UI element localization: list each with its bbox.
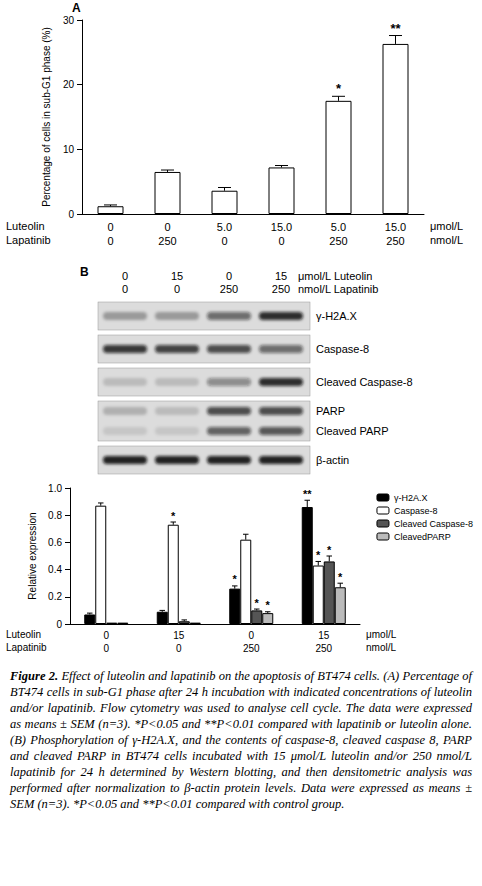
svg-text:Lapatinib: Lapatinib <box>6 642 47 653</box>
svg-text:Caspase-8: Caspase-8 <box>394 506 438 516</box>
svg-text:Luteolin: Luteolin <box>6 220 45 232</box>
svg-text:*: * <box>233 573 238 585</box>
svg-text:μmol/L Luteolin: μmol/L Luteolin <box>298 270 372 282</box>
svg-text:**: ** <box>390 21 401 36</box>
svg-text:β-actin: β-actin <box>316 454 349 466</box>
svg-text:0: 0 <box>174 283 180 295</box>
svg-text:1.0: 1.0 <box>48 483 62 494</box>
svg-text:Lapatinib: Lapatinib <box>6 234 51 246</box>
svg-text:5.0: 5.0 <box>217 221 232 233</box>
svg-text:15: 15 <box>318 630 330 641</box>
svg-text:0: 0 <box>107 221 113 233</box>
svg-text:0: 0 <box>221 235 227 247</box>
svg-text:0.6: 0.6 <box>48 537 62 548</box>
svg-text:nmol/L: nmol/L <box>430 234 463 246</box>
svg-text:μmol/L: μmol/L <box>366 629 397 640</box>
svg-text:20: 20 <box>63 79 75 90</box>
svg-text:0.8: 0.8 <box>48 510 62 521</box>
svg-text:30: 30 <box>63 15 75 26</box>
svg-text:Percentage of cells in sub-G1: Percentage of cells in sub-G1 phase (%) <box>41 27 52 207</box>
svg-text:0: 0 <box>56 619 62 630</box>
svg-text:250: 250 <box>158 235 176 247</box>
svg-text:15: 15 <box>173 630 185 641</box>
svg-text:250: 250 <box>272 283 290 295</box>
svg-text:15: 15 <box>275 270 287 282</box>
svg-text:0.4: 0.4 <box>48 564 62 575</box>
svg-text:Caspase-8: Caspase-8 <box>316 343 369 355</box>
svg-text:A: A <box>72 1 81 15</box>
svg-text:0: 0 <box>103 643 109 654</box>
svg-text:0: 0 <box>226 270 232 282</box>
svg-text:*: * <box>171 510 176 522</box>
svg-text:250: 250 <box>243 643 260 654</box>
svg-text:*: * <box>255 597 260 609</box>
svg-text:0: 0 <box>248 630 254 641</box>
html-text:Figure 2. Effect of luteolin a: Figure 2. Effect of luteolin and lapatin… <box>10 669 472 811</box>
svg-text:0: 0 <box>164 221 170 233</box>
svg-text:nmol/L: nmol/L <box>366 642 396 653</box>
svg-text:**: ** <box>303 488 312 500</box>
svg-text:*: * <box>338 571 343 583</box>
svg-text:0: 0 <box>68 209 74 220</box>
svg-text:*: * <box>327 544 332 556</box>
svg-text:*: * <box>316 549 321 561</box>
svg-text:0: 0 <box>122 283 128 295</box>
svg-text:Cleaved PARP: Cleaved PARP <box>316 425 389 437</box>
svg-text:CleavedPARP: CleavedPARP <box>394 532 451 542</box>
svg-text:0: 0 <box>103 630 109 641</box>
svg-text:0: 0 <box>107 235 113 247</box>
svg-text:0: 0 <box>176 643 182 654</box>
svg-text:0: 0 <box>122 270 128 282</box>
svg-text:0: 0 <box>278 235 284 247</box>
svg-text:γ-H2A.X: γ-H2A.X <box>316 310 358 322</box>
svg-text:B: B <box>80 265 89 279</box>
svg-text:μmol/L: μmol/L <box>430 220 463 232</box>
svg-text:10: 10 <box>63 144 75 155</box>
svg-text:*: * <box>336 81 342 96</box>
svg-text:15.0: 15.0 <box>271 221 292 233</box>
svg-text:15.0: 15.0 <box>385 221 406 233</box>
svg-text:5.0: 5.0 <box>331 221 346 233</box>
svg-text:Cleaved Caspase-8: Cleaved Caspase-8 <box>394 519 473 529</box>
svg-text:250: 250 <box>386 235 404 247</box>
svg-text:Cleaved Caspase-8: Cleaved Caspase-8 <box>316 376 413 388</box>
svg-text:*: * <box>266 599 271 611</box>
svg-text:250: 250 <box>329 235 347 247</box>
svg-text:Luteolin: Luteolin <box>6 629 41 640</box>
svg-text:15: 15 <box>171 270 183 282</box>
svg-text:PARP: PARP <box>316 405 345 417</box>
svg-text:Relative expression: Relative expression <box>27 512 38 599</box>
svg-text:γ-H2A.X: γ-H2A.X <box>394 493 428 503</box>
svg-text:nmol/L Lapatinib: nmol/L Lapatinib <box>298 283 378 295</box>
svg-text:250: 250 <box>315 643 332 654</box>
svg-text:0.2: 0.2 <box>48 591 62 602</box>
svg-text:250: 250 <box>220 283 238 295</box>
